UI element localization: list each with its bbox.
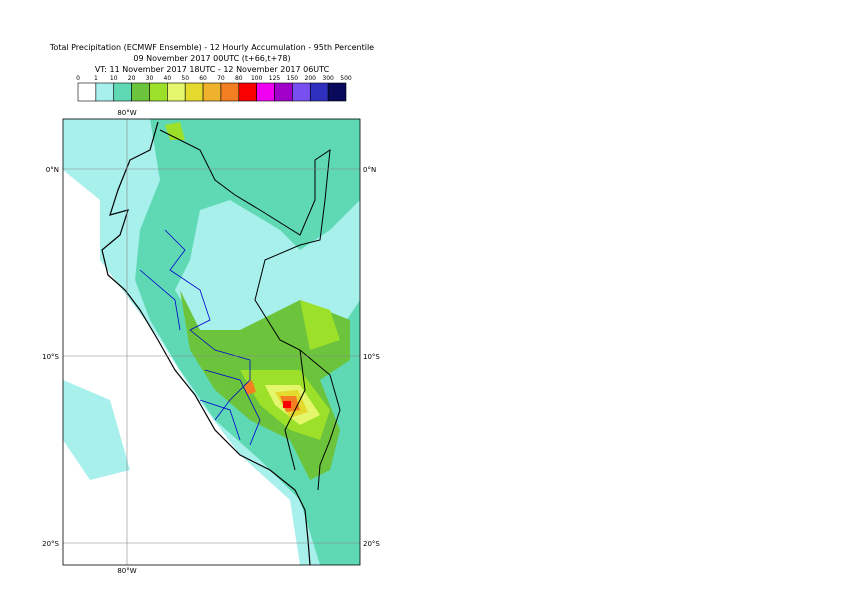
colorbar-swatch [113,82,132,102]
colorbar-swatch [131,82,150,102]
lon-label: 80°W [117,567,136,575]
colorbar-label: 50 [181,75,189,82]
colorbar-swatch [256,82,275,102]
lat-label: 10°S [42,353,59,361]
colorbar-label: 500 [340,75,352,82]
title-line: VT: 11 November 2017 18UTC - 12 November… [95,65,330,74]
graticule [63,119,360,565]
colorbar-label: 60 [199,75,207,82]
lat-label: 20°S [42,540,59,548]
colorbar-label: 40 [164,75,172,82]
title-line: 09 November 2017 00UTC (t+66,t+78) [133,54,290,63]
colorbar-label: 100 [251,75,263,82]
colorbar-label: 200 [305,75,317,82]
colorbar-label: 30 [146,75,154,82]
map-frame [62,118,361,566]
colorbar-swatch [184,82,204,102]
colorbar-label: 20 [128,75,136,82]
colorbar-swatch [309,82,329,102]
colorbar-swatch [77,82,97,102]
colorbar-swatch [292,82,311,102]
lat-label: 10°S [363,353,380,361]
lat-label: 0°N [363,166,376,174]
colorbar-swatch [202,82,222,102]
lon-label: 80°W [117,109,136,117]
colorbar-label: 80 [235,75,243,82]
lat-label: 0°N [46,166,59,174]
colorbar-label: 150 [287,75,299,82]
colorbar: 0 1 10 20 30 40 50 60 70 80 100 125 150 200 300 500 [76,75,352,102]
colorbar-label: 70 [217,75,225,82]
colorbar-swatch [220,82,240,102]
colorbar-swatch [95,82,115,102]
colorbar-label: 0 [76,75,80,82]
colorbar-label: 10 [110,75,118,82]
precip-field [63,119,360,565]
colorbar-label: 125 [269,75,281,82]
colorbar-swatch [149,82,168,102]
colorbar-swatch [167,82,186,102]
colorbar-swatch [274,82,293,102]
borders [101,121,341,565]
colorbar-label: 300 [322,75,334,82]
lat-label: 20°S [363,540,380,548]
colorbar-swatch [327,82,347,102]
title-line: Total Precipitation (ECMWF Ensemble) - 1… [49,43,374,52]
colorbar-swatch [238,82,257,102]
colorbar-label: 1 [94,75,98,82]
